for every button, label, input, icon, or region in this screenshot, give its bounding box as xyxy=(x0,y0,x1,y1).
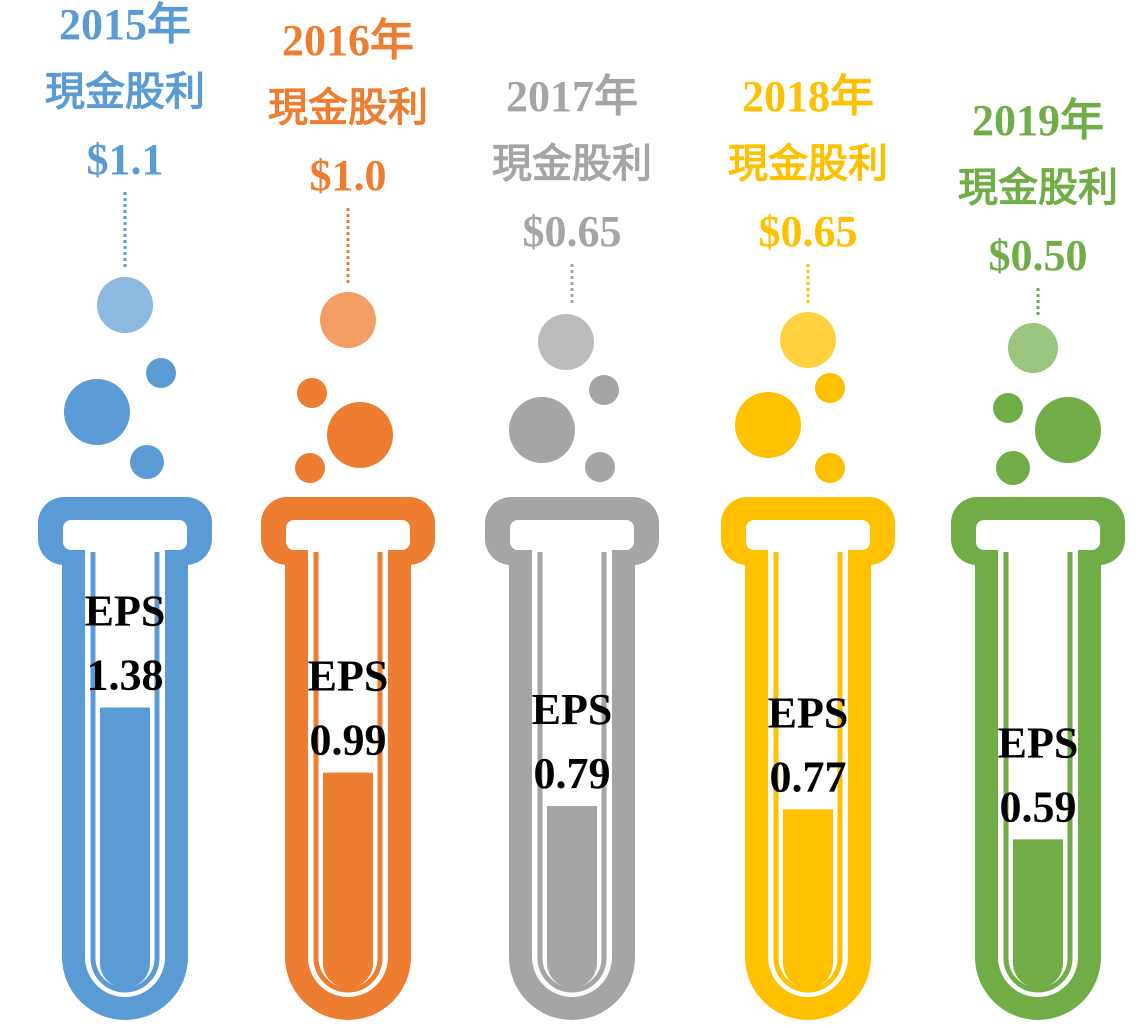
bubble xyxy=(585,452,615,482)
dividend-label: $0.65 xyxy=(523,207,622,256)
eps-caption: EPS xyxy=(998,718,1079,767)
eps-caption: EPS xyxy=(308,652,389,701)
dividend-caption: 現金股利 xyxy=(958,165,1118,210)
year-label: 2015年 xyxy=(59,0,191,49)
year-label: 2016年 xyxy=(282,16,414,65)
bubble xyxy=(297,378,327,408)
bubble xyxy=(780,312,836,368)
bubble xyxy=(1035,397,1101,463)
eps-caption: EPS xyxy=(768,688,849,737)
bubble xyxy=(993,393,1023,423)
eps-fill xyxy=(547,805,597,988)
tube-lip-inner xyxy=(286,520,410,550)
tube-lip-inner xyxy=(63,520,187,550)
year-label: 2018年 xyxy=(742,72,874,121)
eps-fill xyxy=(100,707,150,988)
tube-lip-inner xyxy=(976,520,1100,550)
bubble xyxy=(538,314,594,370)
bubble xyxy=(146,358,176,388)
eps-value: 0.79 xyxy=(534,749,611,798)
year-label: 2017年 xyxy=(506,72,638,121)
bubble xyxy=(815,373,845,403)
eps-fill xyxy=(1013,839,1063,988)
bubble xyxy=(320,292,376,348)
eps-value: 0.59 xyxy=(1000,782,1077,831)
dividend-label: $0.50 xyxy=(989,231,1088,280)
eps-value: 1.38 xyxy=(87,651,164,700)
eps-fill xyxy=(783,809,833,988)
eps-caption: EPS xyxy=(85,587,166,636)
eps-fill xyxy=(323,772,373,988)
bubble xyxy=(1008,323,1058,373)
dividend-caption: 現金股利 xyxy=(728,141,888,186)
bubble xyxy=(589,375,619,405)
dividend-caption: 現金股利 xyxy=(492,141,652,186)
tube-lip-inner xyxy=(746,520,870,550)
bubble xyxy=(130,445,164,479)
bubble xyxy=(735,392,801,458)
eps-value: 0.99 xyxy=(310,716,387,765)
dividend-label: $1.1 xyxy=(87,135,164,184)
bubble xyxy=(996,451,1030,485)
year-label: 2019年 xyxy=(972,96,1104,145)
dividend-label: $0.65 xyxy=(759,207,858,256)
dividend-label: $1.0 xyxy=(310,151,387,200)
bubble xyxy=(327,402,393,468)
eps-caption: EPS xyxy=(532,685,613,734)
bubble xyxy=(815,453,845,483)
dividend-caption: 現金股利 xyxy=(268,85,428,130)
bubble xyxy=(97,277,153,333)
bubble xyxy=(295,453,325,483)
dividend-caption: 現金股利 xyxy=(45,69,205,114)
tube-lip-inner xyxy=(510,520,634,550)
bubble xyxy=(509,397,575,463)
bubble xyxy=(64,379,130,445)
eps-value: 0.77 xyxy=(770,752,847,801)
